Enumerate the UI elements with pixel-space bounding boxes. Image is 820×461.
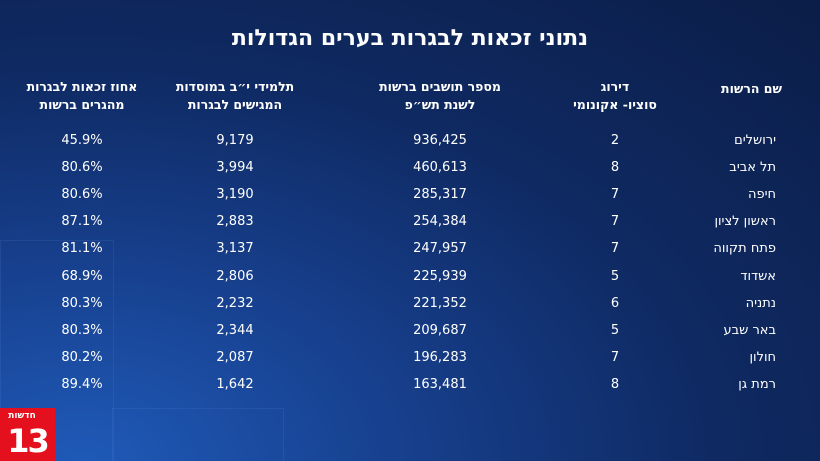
column-header: אחוז זכאות לבגרות bbox=[26, 79, 138, 94]
table-cell: 80.3% bbox=[61, 295, 103, 311]
table-cell: 87.1% bbox=[61, 214, 103, 230]
table-cell: 225,939 bbox=[413, 268, 467, 284]
city-name: רמת גן bbox=[738, 376, 776, 392]
title: נתוני זכאות לבגרות בערים הגדולות bbox=[231, 26, 589, 51]
table-cell: 2,232 bbox=[216, 295, 254, 311]
column-header: מהגרים ברשות bbox=[39, 97, 125, 112]
table-cell: 2 bbox=[610, 133, 620, 148]
city-name: ירושלים bbox=[734, 133, 776, 148]
table-cell: 6 bbox=[610, 295, 620, 311]
table-cell: 254,384 bbox=[413, 214, 467, 230]
table-cell: 7 bbox=[610, 241, 620, 257]
table-cell: 196,283 bbox=[413, 349, 467, 365]
table-cell: 2,344 bbox=[216, 322, 254, 338]
table-cell: 80.3% bbox=[61, 322, 103, 338]
city-name: אשדוד bbox=[740, 268, 776, 284]
city-name: תל אביב bbox=[729, 160, 776, 176]
table-cell: 3,190 bbox=[216, 187, 254, 203]
table-cell: 3,137 bbox=[216, 241, 254, 257]
panel bbox=[112, 408, 284, 461]
city-name: פתח תקווה bbox=[713, 241, 776, 257]
city-name: חיפה bbox=[747, 187, 776, 203]
table-cell: 936,425 bbox=[413, 133, 467, 148]
table-cell: 7 bbox=[610, 349, 620, 365]
city-name: באר שבע bbox=[723, 322, 776, 338]
table-cell: 45.9% bbox=[61, 133, 103, 148]
logo-number: 13 bbox=[7, 422, 50, 460]
logo: חדשות 13 bbox=[0, 408, 55, 461]
table-cell: 80.6% bbox=[61, 187, 103, 203]
table-cell: 1,642 bbox=[216, 376, 254, 392]
table-cell: 2,883 bbox=[216, 214, 254, 230]
column-header: סוציו- אקונומי bbox=[573, 97, 657, 112]
column-header: מספר תושבים ברשות bbox=[379, 79, 501, 94]
table-cell: 5 bbox=[610, 322, 620, 338]
table-cell: 3,994 bbox=[216, 160, 254, 176]
logo-text: חדשות bbox=[8, 411, 36, 421]
table-cell: 80.6% bbox=[61, 160, 103, 176]
table-cell: 247,957 bbox=[413, 241, 467, 257]
column-header: לשנת תש״פ bbox=[404, 97, 476, 112]
table-cell: 8 bbox=[610, 376, 620, 392]
column-header: שם הרשות bbox=[721, 81, 782, 96]
table-cell: 81.1% bbox=[61, 241, 103, 257]
table-cell: 7 bbox=[610, 214, 620, 230]
table-cell: 2,806 bbox=[216, 268, 254, 284]
table-cell: 68.9% bbox=[61, 268, 103, 284]
table-cell: 2,087 bbox=[216, 349, 254, 365]
table-cell: 460,613 bbox=[413, 160, 467, 176]
table-cell: 209,687 bbox=[413, 322, 467, 338]
city-name: נתניה bbox=[745, 295, 776, 311]
city-name: חולון bbox=[749, 349, 776, 365]
column-header: תלמידי י״ב במוסדות bbox=[175, 79, 295, 94]
table-cell: 7 bbox=[610, 187, 620, 203]
table-cell: 5 bbox=[610, 268, 620, 284]
table-cell: 285,317 bbox=[413, 187, 467, 203]
column-header: דירוג bbox=[600, 79, 630, 94]
table-cell: 9,179 bbox=[216, 133, 254, 148]
table-cell: 163,481 bbox=[413, 376, 467, 392]
city-name: ראשון לציון bbox=[714, 214, 776, 230]
panel bbox=[0, 240, 114, 461]
table-cell: 89.4% bbox=[61, 376, 103, 392]
table-cell: 221,352 bbox=[413, 295, 467, 311]
table-cell: 8 bbox=[610, 160, 620, 176]
column-header: המגישים לבגרות bbox=[187, 97, 283, 112]
table-cell: 80.2% bbox=[61, 349, 103, 365]
